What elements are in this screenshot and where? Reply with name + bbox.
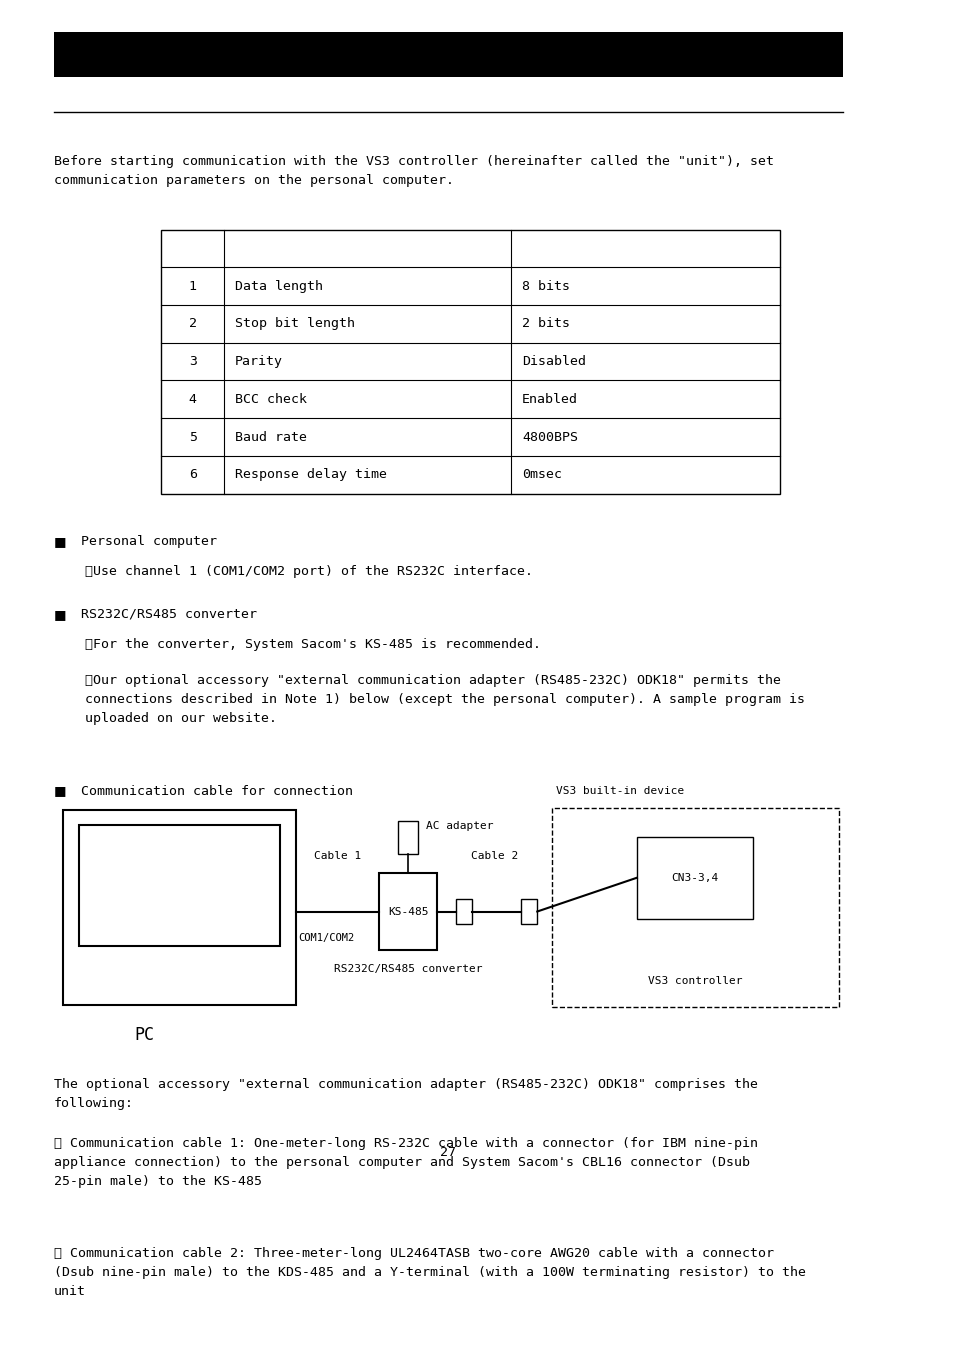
Text: 8 bits: 8 bits bbox=[521, 279, 570, 293]
Text: Data length: Data length bbox=[234, 279, 323, 293]
Bar bbox=[551, 809, 838, 1007]
Text: 5: 5 bbox=[189, 431, 196, 444]
Text: Cable 1: Cable 1 bbox=[314, 852, 361, 861]
Text: ・For the converter, System Sacom's KS-485 is recommended.: ・For the converter, System Sacom's KS-48… bbox=[85, 639, 540, 652]
Text: Stop bit length: Stop bit length bbox=[234, 317, 355, 331]
Text: ■: ■ bbox=[53, 535, 67, 548]
Text: ■: ■ bbox=[53, 784, 67, 798]
Bar bbox=[63, 810, 295, 1004]
Bar bbox=[53, 32, 842, 77]
Text: ② Communication cable 2: Three-meter-long UL2464TASB two-core AWG20 cable with a: ② Communication cable 2: Three-meter-lon… bbox=[53, 1247, 805, 1299]
Text: 4: 4 bbox=[189, 393, 196, 406]
Text: 4800BPS: 4800BPS bbox=[521, 431, 578, 444]
Text: Communication cable for connection: Communication cable for connection bbox=[81, 784, 353, 798]
Text: 0msec: 0msec bbox=[521, 468, 561, 481]
Text: 3: 3 bbox=[189, 355, 196, 369]
Text: Baud rate: Baud rate bbox=[234, 431, 307, 444]
Text: AC adapter: AC adapter bbox=[426, 821, 493, 832]
Bar bbox=[161, 230, 780, 494]
Text: Enabled: Enabled bbox=[521, 393, 578, 406]
Text: CN3-3,4: CN3-3,4 bbox=[671, 872, 718, 883]
Text: Parity: Parity bbox=[234, 355, 283, 369]
Bar bbox=[637, 837, 753, 919]
Text: ① Communication cable 1: One-meter-long RS-232C cable with a connector (for IBM : ① Communication cable 1: One-meter-long … bbox=[53, 1137, 757, 1188]
Text: 6: 6 bbox=[189, 468, 196, 481]
Text: 2 bits: 2 bits bbox=[521, 317, 570, 331]
Text: The optional accessory "external communication adapter (RS485-232C) ODK18" compr: The optional accessory "external communi… bbox=[53, 1077, 757, 1110]
Bar bbox=[520, 899, 537, 925]
Text: Personal computer: Personal computer bbox=[81, 535, 216, 548]
Bar bbox=[456, 899, 472, 925]
Text: ・Use channel 1 (COM1/COM2 port) of the RS232C interface.: ・Use channel 1 (COM1/COM2 port) of the R… bbox=[85, 566, 533, 578]
Bar bbox=[378, 873, 436, 950]
Text: COM1/COM2: COM1/COM2 bbox=[297, 933, 354, 942]
Text: 1: 1 bbox=[189, 279, 196, 293]
Text: VS3 controller: VS3 controller bbox=[647, 976, 741, 987]
Text: Before starting communication with the VS3 controller (hereinafter called the "u: Before starting communication with the V… bbox=[53, 155, 773, 188]
Text: Disabled: Disabled bbox=[521, 355, 585, 369]
Text: ■: ■ bbox=[53, 608, 67, 621]
Text: Response delay time: Response delay time bbox=[234, 468, 387, 481]
Bar bbox=[79, 825, 279, 946]
Text: PC: PC bbox=[134, 1026, 154, 1044]
Text: RS232C/RS485 converter: RS232C/RS485 converter bbox=[81, 608, 256, 621]
Text: 2: 2 bbox=[189, 317, 196, 331]
Bar bbox=[397, 821, 417, 855]
Text: BCC check: BCC check bbox=[234, 393, 307, 406]
Text: RS232C/RS485 converter: RS232C/RS485 converter bbox=[334, 964, 482, 973]
Text: KS-485: KS-485 bbox=[388, 906, 428, 917]
Text: Cable 2: Cable 2 bbox=[471, 852, 517, 861]
Text: ・Our optional accessory "external communication adapter (RS485-232C) ODK18" perm: ・Our optional accessory "external commun… bbox=[85, 674, 804, 725]
Text: VS3 built-in device: VS3 built-in device bbox=[556, 786, 683, 796]
Text: 27: 27 bbox=[440, 1146, 456, 1158]
